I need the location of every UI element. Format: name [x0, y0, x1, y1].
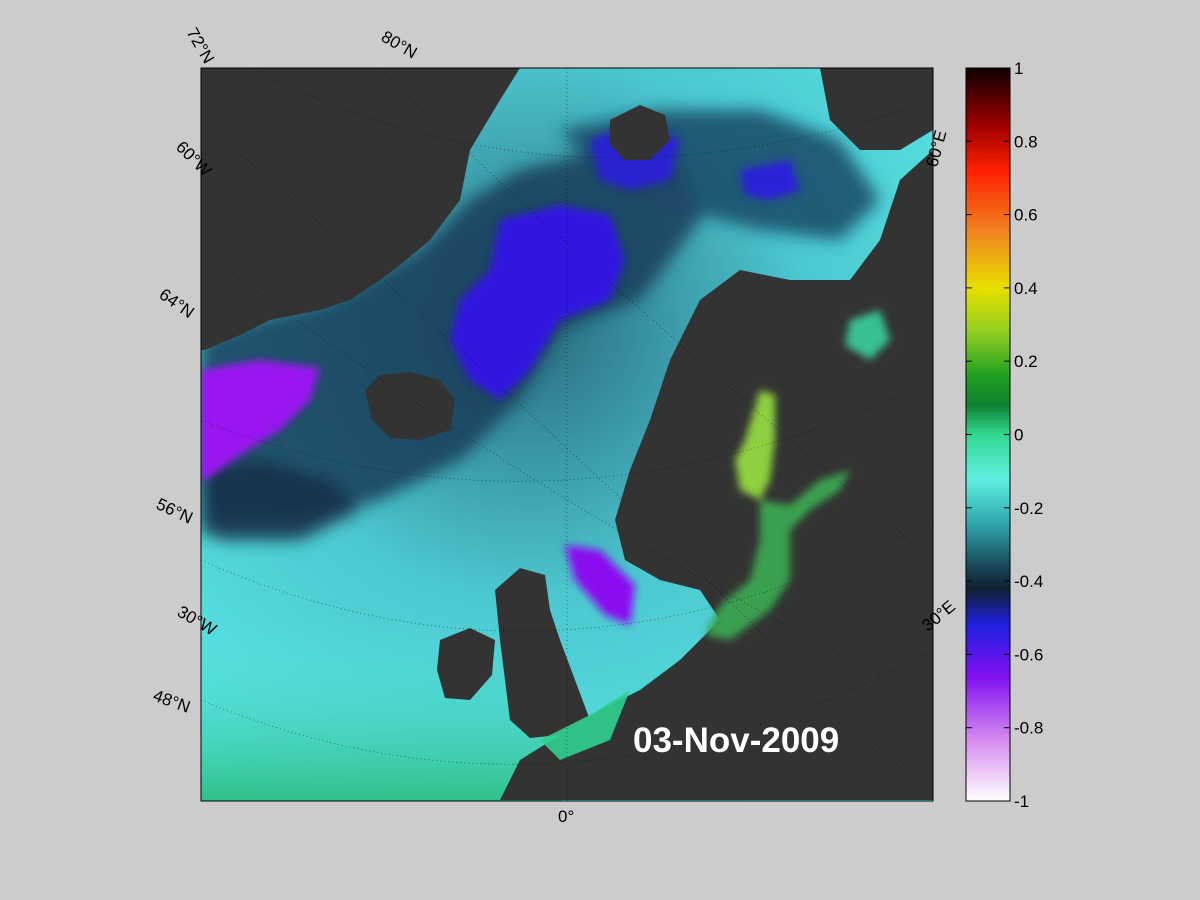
- date-label: 03-Nov-2009: [633, 721, 839, 760]
- baltic-sea: [705, 310, 890, 640]
- british-isles-great-britain: [495, 568, 590, 738]
- map-frame: [200, 67, 934, 802]
- label-80n: 80°N: [378, 27, 420, 62]
- colorbar-tick-label: 0.6: [1014, 206, 1038, 225]
- colorbar-tick-label: 0.2: [1014, 352, 1038, 371]
- colorbar-tick-label: 0: [1014, 426, 1023, 445]
- colorbar-tick-label: -0.2: [1014, 499, 1043, 518]
- label-48n: 48°N: [151, 686, 193, 717]
- colorbar-tick-label: -0.4: [1014, 572, 1043, 591]
- ireland: [437, 628, 495, 700]
- svalbard: [610, 105, 670, 160]
- label-64n: 64°N: [156, 285, 198, 322]
- map-panel: [201, 68, 933, 801]
- label-0: 0°: [558, 807, 574, 826]
- colorbar-ticks: 1 0.8 0.6 0.4 0.2 0 -0.2 -0.4 -0.6 -0.8 -1: [966, 59, 1043, 811]
- landmass: [201, 68, 933, 800]
- greenland: [201, 68, 520, 350]
- kola-peninsula: [820, 68, 933, 150]
- colorbar-tick-label: -1: [1014, 792, 1029, 811]
- label-56n: 56°N: [153, 494, 195, 527]
- label-72n: 72°N: [183, 25, 218, 67]
- north-sea-coastal-strip: [540, 690, 630, 760]
- colorbar-tick-label: 0.8: [1014, 132, 1038, 151]
- colorbar-tick-label: 1: [1014, 59, 1023, 78]
- colorbar-gradient: [965, 67, 1011, 802]
- negative-anomaly-blue: [201, 120, 800, 625]
- colorbar: 1 0.8 0.6 0.4 0.2 0 -0.2 -0.4 -0.6 -0.8 -1: [965, 59, 1043, 811]
- colorbar-tick-label: -0.8: [1014, 719, 1043, 738]
- scandinavia-russia: [500, 150, 933, 800]
- iceland: [365, 372, 455, 440]
- graticule: [201, 68, 933, 801]
- ocean-south-gradient: [201, 620, 561, 801]
- colorbar-tick-label: 0.4: [1014, 279, 1038, 298]
- colorbar-tick-label: -0.6: [1014, 645, 1043, 664]
